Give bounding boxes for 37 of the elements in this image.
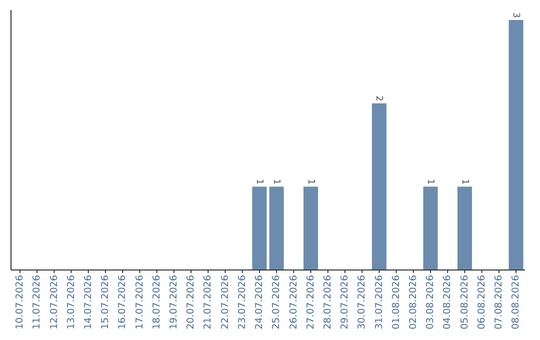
x-tick-label: 19.07.2026 — [168, 275, 180, 330]
x-tick-label: 30.07.2026 — [356, 275, 368, 330]
x-tick-label: 06.08.2026 — [476, 275, 488, 330]
x-tick-label: 22.07.2026 — [220, 275, 231, 330]
x-tick-label: 20.07.2026 — [186, 275, 197, 330]
x-tick-label: 08.08.2026 — [510, 275, 522, 330]
x-tick-label: 01.08.2026 — [390, 275, 402, 330]
x-tick-label: 05.08.2026 — [459, 275, 470, 330]
x-tick-label: 10.07.2026 — [14, 275, 26, 330]
x-tick-label: 03.08.2026 — [425, 275, 436, 330]
x-tick-label: 04.08.2026 — [442, 275, 454, 330]
x-tick-label: 14.07.2026 — [82, 275, 94, 330]
x-tick-label: 31.07.2026 — [374, 275, 385, 330]
x-tick-label: 07.08.2026 — [494, 275, 505, 330]
data-label: 1 — [425, 178, 436, 185]
x-tick-label: 16.07.2026 — [117, 275, 128, 330]
data-label: 1 — [254, 178, 264, 185]
x-tick-label: 02.08.2026 — [408, 275, 419, 330]
data-label: 1 — [305, 178, 316, 185]
x-tick-label: 23.07.2026 — [236, 275, 248, 330]
x-tick-label: 27.07.2026 — [305, 275, 316, 330]
x-tick-label: 15.07.2026 — [100, 275, 112, 330]
x-tick-label: 24.07.2026 — [254, 275, 266, 330]
data-label: 3 — [510, 12, 521, 18]
x-tick-label: 12.07.2026 — [48, 275, 60, 330]
data-label: 1 — [271, 178, 282, 185]
x-tick-label: 26.07.2026 — [288, 275, 300, 330]
x-tick-label: 17.07.2026 — [134, 275, 146, 330]
data-label: 1 — [459, 178, 470, 185]
x-tick-label: 29.07.2026 — [340, 275, 351, 330]
x-tick-label: 25.07.2026 — [271, 275, 282, 330]
x-tick-label: 28.07.2026 — [322, 275, 334, 330]
data-label: 2 — [374, 96, 384, 102]
x-tick-label: 18.07.2026 — [151, 275, 162, 330]
x-tick-label: 13.07.2026 — [66, 275, 77, 330]
x-tick-label: 21.07.2026 — [202, 275, 214, 330]
x-tick-label: 11.07.2026 — [32, 275, 43, 330]
